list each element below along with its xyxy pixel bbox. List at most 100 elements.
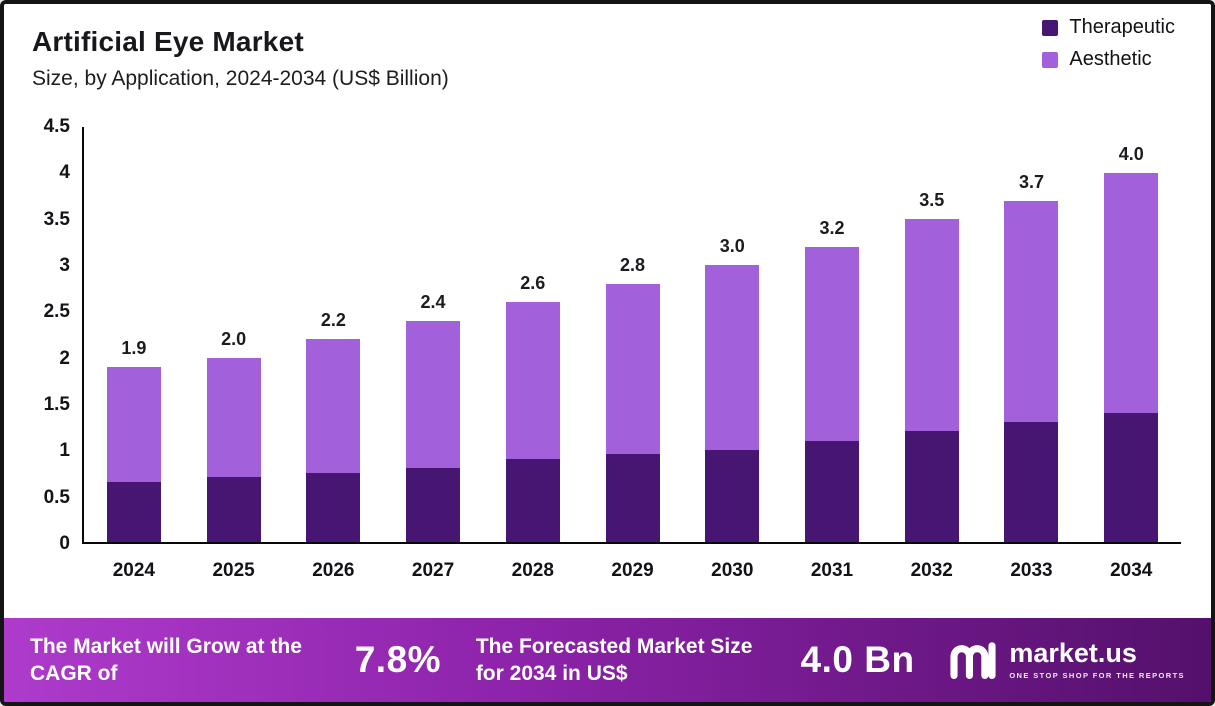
cagr-value: 7.8% xyxy=(354,639,442,680)
x-axis-label: 2030 xyxy=(711,560,754,581)
bar-segment-aesthetic xyxy=(505,302,560,459)
x-axis-label: 2024 xyxy=(112,560,155,581)
bar-segment-aesthetic xyxy=(1004,200,1059,423)
bar-stack xyxy=(805,246,859,542)
brand[interactable]: market.us ONE STOP SHOP FOR THE REPORTS xyxy=(949,640,1185,680)
bar-group: 3.7 xyxy=(982,127,1082,542)
bar-stack xyxy=(306,339,361,542)
y-tick-label: 3.5 xyxy=(43,208,70,230)
bar-stack xyxy=(106,366,161,542)
bar-group: 3.0 xyxy=(682,127,782,542)
bar-segment-therapeutic xyxy=(705,449,760,542)
bar-stack xyxy=(1104,173,1159,542)
bar-total-label: 2.2 xyxy=(320,310,346,331)
x-axis-label: 2032 xyxy=(910,560,953,581)
bar-group: 2.4 xyxy=(383,127,483,542)
x-axis-label: 2025 xyxy=(212,560,255,581)
y-tick-label: 1.5 xyxy=(43,394,70,416)
x-axis-label: 2026 xyxy=(312,560,355,581)
brand-name: market.us xyxy=(1009,638,1137,668)
bar-segment-aesthetic xyxy=(306,339,361,473)
y-tick-label: 4 xyxy=(59,162,70,184)
y-axis: 0 0.5 1 1.5 2 2.5 3 3.5 4 4.5 xyxy=(22,117,82,554)
brand-tagline: ONE STOP SHOP FOR THE REPORTS xyxy=(1009,671,1185,680)
bar-segment-therapeutic xyxy=(505,459,560,542)
bar-total-label: 2.4 xyxy=(420,291,446,312)
bar-segment-therapeutic xyxy=(1104,412,1159,542)
bar-segment-aesthetic xyxy=(206,357,261,478)
bar-segment-therapeutic xyxy=(106,482,161,542)
bar-group: 3.2 xyxy=(782,127,882,542)
bar-group: 1.9 xyxy=(84,127,184,542)
bar-total-label: 3.7 xyxy=(1018,171,1044,192)
marketus-logo-icon xyxy=(950,642,996,679)
bar-segment-therapeutic xyxy=(206,477,261,542)
bar-stack xyxy=(505,302,560,542)
y-tick-label: 2.5 xyxy=(43,301,70,323)
bar-total-label: 3.2 xyxy=(819,217,845,238)
x-axis-label: 2028 xyxy=(511,560,554,581)
bar-segment-therapeutic xyxy=(805,440,859,542)
legend: Therapeutic Aesthetic xyxy=(1042,16,1175,71)
x-axis-label: 2034 xyxy=(1110,560,1153,581)
bar-total-label: 1.9 xyxy=(121,337,147,358)
bar-segment-aesthetic xyxy=(1104,173,1159,413)
bar-segment-therapeutic xyxy=(306,472,361,542)
cagr-text: The Market will Grow at the CAGR of xyxy=(30,634,302,685)
legend-item-aesthetic: Aesthetic xyxy=(1042,48,1175,71)
bar-stack xyxy=(705,265,760,542)
bar-group: 3.5 xyxy=(882,127,982,542)
x-axis-label: 2027 xyxy=(411,560,455,581)
bar-segment-aesthetic xyxy=(904,219,959,432)
bar-total-label: 2.6 xyxy=(520,273,546,294)
bar-stack xyxy=(1004,200,1059,542)
bar-segment-aesthetic xyxy=(605,283,660,455)
chart-title: Artificial Eye Market xyxy=(32,26,304,57)
bar-segment-therapeutic xyxy=(406,468,461,542)
bar-total-label: 4.0 xyxy=(1118,144,1144,165)
bar-group: 2.0 xyxy=(184,127,284,542)
chart-section: Artificial Eye Market Size, by Applicati… xyxy=(4,4,1211,618)
bar-stack xyxy=(206,357,261,542)
bar-segment-therapeutic xyxy=(605,454,660,542)
bar-group: 2.8 xyxy=(583,127,683,542)
plot-wrap: 0 0.5 1 1.5 2 2.5 3 3.5 4 4.5 1.9 2.0 2.2 2.4 2.6 2.8 3… xyxy=(22,117,1181,582)
bar-segment-aesthetic xyxy=(705,265,760,450)
bar-segment-therapeutic xyxy=(1004,422,1059,542)
brand-text-block: market.us ONE STOP SHOP FOR THE REPORTS xyxy=(1009,638,1185,681)
chart-header: Artificial Eye Market Size, by Applicati… xyxy=(4,4,1211,91)
bar-segment-aesthetic xyxy=(106,366,161,483)
x-axis-label: 2033 xyxy=(1010,560,1053,581)
bar-stack xyxy=(904,219,959,542)
legend-item-therapeutic: Therapeutic xyxy=(1042,16,1175,39)
legend-swatch-aesthetic-icon xyxy=(1042,51,1059,68)
y-tick-label: 1 xyxy=(59,440,70,462)
forecast-value: 4.0 Bn xyxy=(800,639,915,680)
footer-banner: The Market will Grow at the CAGR of 7.8%… xyxy=(4,618,1211,702)
bar-total-label: 2.8 xyxy=(620,254,646,275)
legend-swatch-therapeutic-icon xyxy=(1042,19,1059,36)
bar-total-label: 2.0 xyxy=(221,328,247,349)
x-axis-label: 2031 xyxy=(810,560,854,581)
bar-group: 2.6 xyxy=(483,127,583,542)
bar-segment-therapeutic xyxy=(904,431,959,542)
y-tick-label: 3 xyxy=(59,255,70,277)
y-tick-label: 0.5 xyxy=(43,486,70,508)
bar-group: 4.0 xyxy=(1081,127,1181,542)
x-axis: 2024 2025 2026 2027 2028 2029 2030 2031 2032 2033… xyxy=(84,544,1181,582)
plot-col: 1.9 2.0 2.2 2.4 2.6 2.8 3.0 3.2 3.5 3.7 4.0 2024 20… xyxy=(82,127,1181,582)
y-tick-label: 2 xyxy=(59,347,70,369)
y-tick-label: 4.5 xyxy=(43,116,70,137)
bar-segment-aesthetic xyxy=(805,246,859,441)
legend-label-aesthetic: Aesthetic xyxy=(1069,48,1152,70)
x-axis-label: 2029 xyxy=(611,560,654,581)
bar-total-label: 3.5 xyxy=(919,190,945,211)
plot-area: 1.9 2.0 2.2 2.4 2.6 2.8 3.0 3.2 3.5 3.7 4.0 xyxy=(82,127,1181,544)
bar-stack xyxy=(605,283,660,542)
chart-subtitle: Size, by Application, 2024-2034 (US$ Bil… xyxy=(32,67,449,90)
bar-total-label: 3.0 xyxy=(719,236,745,257)
bar-stack xyxy=(406,320,461,542)
forecast-text: The Forecasted Market Size for 2034 in U… xyxy=(475,634,753,685)
bar-segment-aesthetic xyxy=(406,320,461,469)
